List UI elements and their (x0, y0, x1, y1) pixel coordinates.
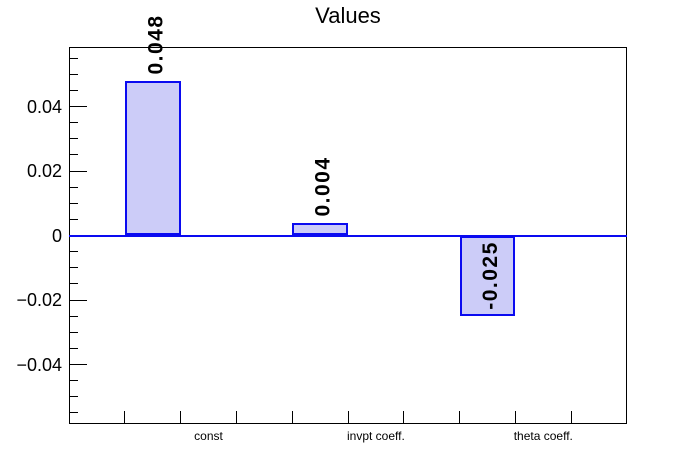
y-major-tick (69, 106, 87, 107)
y-axis-label: 0.02 (26, 161, 62, 181)
y-minor-tick (69, 154, 78, 156)
y-minor-tick (69, 138, 78, 140)
y-minor-tick (69, 73, 78, 75)
x-category-label: theta coeff. (513, 429, 573, 443)
y-axis-label: 0.04 (26, 96, 62, 117)
y-minor-tick (69, 347, 78, 349)
y-major-tick (69, 170, 87, 172)
y-minor-tick (69, 218, 78, 220)
y-axis-label: −0.02 (16, 290, 62, 310)
y-axis-label: −0.04 (16, 354, 62, 375)
y-minor-tick (69, 267, 78, 269)
bar (124, 80, 181, 236)
x-axis-tick (235, 411, 237, 424)
zero-line (69, 234, 627, 237)
x-axis-tick (347, 411, 349, 424)
y-minor-tick (69, 412, 78, 414)
y-axis-label: 0 (51, 225, 62, 246)
x-axis-tick (459, 411, 461, 424)
y-minor-tick (69, 315, 78, 317)
x-category-label: const (194, 429, 223, 443)
bar-value-label: -0.025 (478, 241, 502, 311)
y-minor-tick (69, 186, 78, 188)
bar (459, 235, 516, 317)
x-axis-tick (124, 411, 126, 424)
x-axis-tick (180, 411, 182, 424)
x-axis-tick (403, 411, 405, 424)
y-major-tick (69, 364, 87, 365)
y-major-tick (69, 299, 87, 301)
y-minor-tick (69, 57, 78, 59)
x-axis-tick (291, 411, 293, 424)
bar (292, 222, 348, 236)
x-axis-tick (570, 411, 572, 424)
y-minor-tick (69, 202, 78, 204)
bar-value-label: 0.048 (144, 14, 168, 75)
bar-value-label: 0.004 (311, 156, 335, 217)
y-minor-tick (69, 331, 78, 333)
y-minor-tick (69, 89, 78, 91)
y-minor-tick (69, 122, 78, 124)
x-axis-tick (514, 411, 516, 424)
chart-title: Values (315, 3, 381, 28)
y-minor-tick (69, 283, 78, 285)
x-category-label: invpt coeff. (346, 429, 405, 443)
y-minor-tick (69, 396, 78, 398)
y-minor-tick (69, 380, 78, 382)
y-minor-tick (69, 251, 78, 253)
